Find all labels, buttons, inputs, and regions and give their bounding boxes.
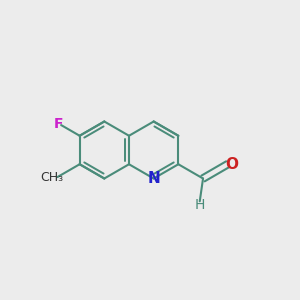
Text: F: F — [53, 117, 63, 130]
Text: CH₃: CH₃ — [40, 171, 64, 184]
Text: O: O — [225, 157, 238, 172]
Text: H: H — [195, 198, 205, 212]
Text: N: N — [147, 171, 160, 186]
